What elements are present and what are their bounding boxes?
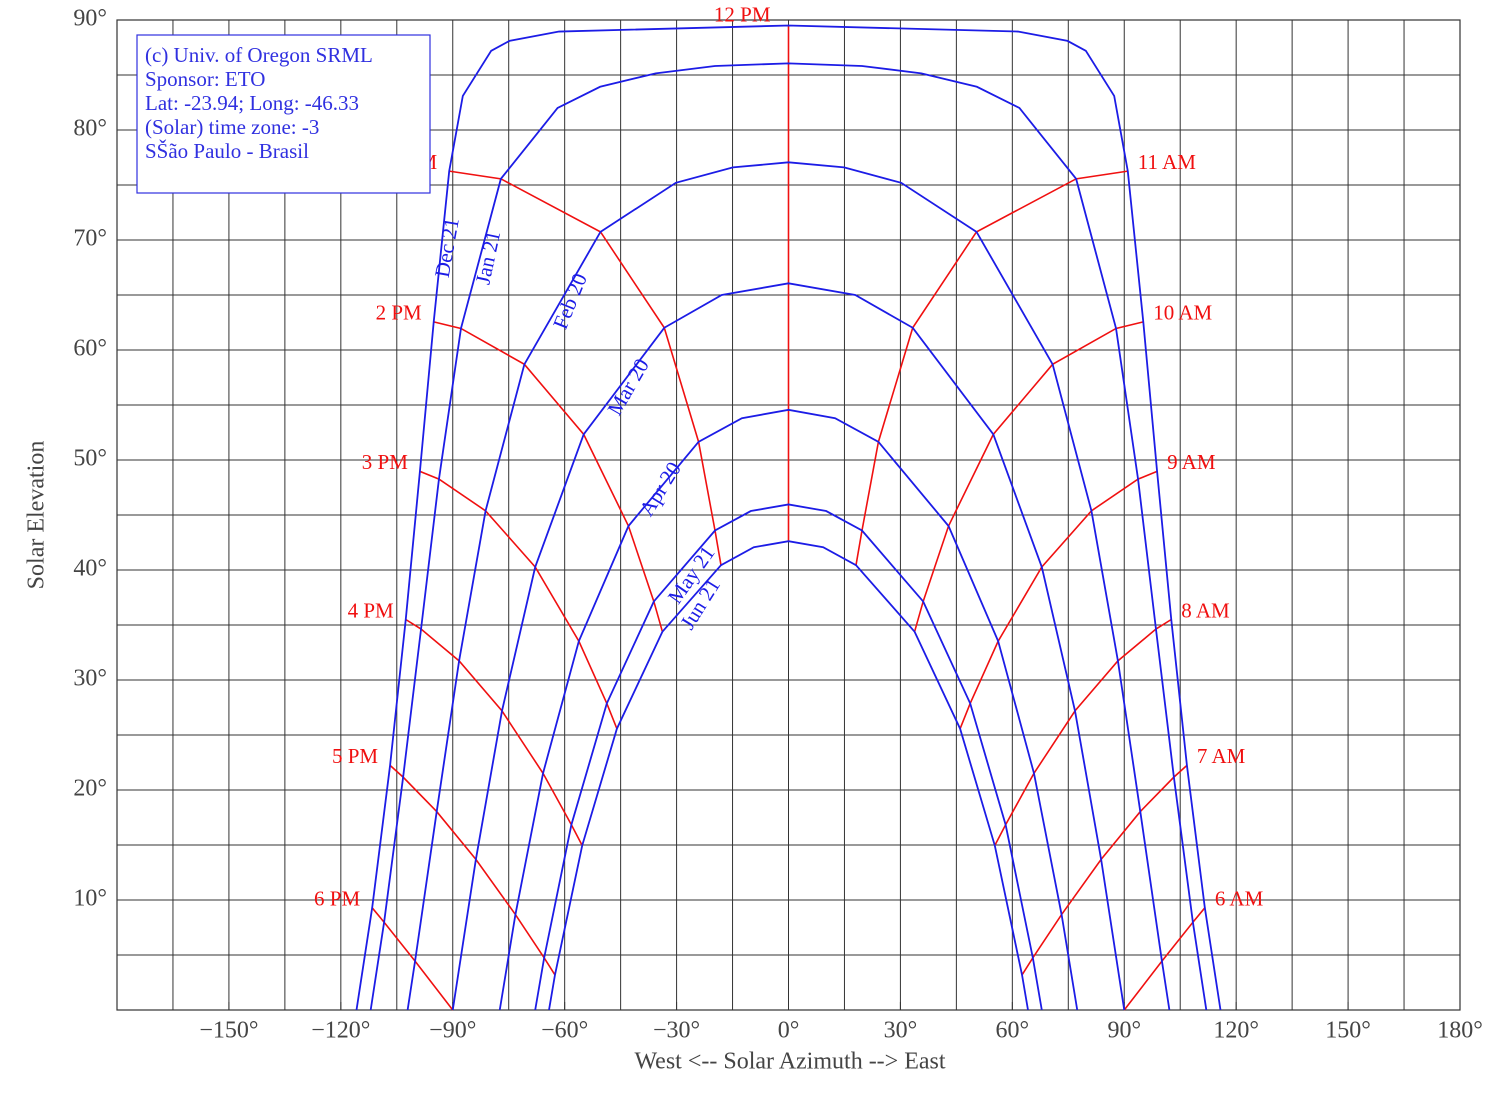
date-label: Apr 20 (634, 457, 686, 520)
hour-label: 7 AM (1197, 744, 1246, 768)
hour-line (959, 470, 1158, 730)
hour-line (405, 618, 583, 846)
x-tick-label: 60° (996, 1018, 1030, 1044)
info-text: Lat: -23.94; Long: -46.33 (145, 91, 359, 115)
date-line (355, 24, 1222, 1011)
y-tick-label: 20° (73, 776, 107, 802)
x-tick-label: 30° (884, 1018, 918, 1044)
date-line (548, 540, 1029, 1011)
hour-line (994, 618, 1172, 846)
info-text: (Solar) time zone: -3 (145, 115, 319, 139)
date-label: Jan 21 (470, 229, 505, 287)
hour-line (855, 170, 1128, 566)
y-tick-label: 40° (73, 556, 107, 582)
hour-label: 8 AM (1181, 598, 1230, 622)
y-tick-label: 70° (73, 226, 107, 252)
info-box (136, 34, 431, 194)
hour-line (1021, 764, 1188, 976)
date-line (534, 503, 1043, 1011)
x-tick-label: −30° (653, 1018, 700, 1044)
date-line (498, 408, 1079, 1011)
y-tick-label: 60° (73, 336, 107, 362)
hour-label: 4 PM (348, 598, 394, 622)
info-text: SŠão Paulo - Brasil (145, 139, 309, 163)
date-label: Dec 21 (430, 216, 464, 279)
x-tick-label: −150° (199, 1018, 258, 1044)
x-tick-label: −90° (429, 1018, 476, 1044)
x-tick-label: 90° (1107, 1018, 1141, 1044)
y-tick-label: 90° (73, 6, 107, 32)
x-tick-label: 150° (1325, 1018, 1371, 1044)
hour-label: 6 AM (1215, 887, 1264, 911)
hour-line (419, 470, 618, 730)
y-tick-label: 30° (73, 666, 107, 692)
x-tick-label: 120° (1213, 1018, 1259, 1044)
y-axis-label: Solar Elevation (24, 441, 50, 590)
hour-label: 5 PM (332, 744, 378, 768)
x-tick-label: −120° (311, 1018, 370, 1044)
info-text: Sponsor: ETO (145, 67, 265, 91)
date-label: Feb 20 (548, 270, 592, 333)
x-tick-label: 180° (1437, 1018, 1483, 1044)
date-line (369, 62, 1208, 1011)
date-line (451, 282, 1126, 1011)
y-tick-label: 10° (73, 886, 107, 912)
hour-line (389, 764, 556, 976)
hour-line (449, 170, 722, 566)
hour-label: 11 AM (1138, 150, 1196, 174)
hour-label: 9 AM (1167, 450, 1216, 474)
x-tick-label: −60° (541, 1018, 588, 1044)
hour-label: 3 PM (362, 450, 408, 474)
hour-line (1123, 907, 1206, 1011)
hour-label: 12 PM (714, 2, 771, 26)
hour-line (913, 321, 1144, 632)
hour-label: 6 PM (314, 887, 360, 911)
y-tick-label: 80° (73, 116, 107, 142)
date-label: Mar 20 (602, 354, 653, 419)
hour-line (371, 907, 454, 1011)
x-axis-label: West <-- Solar Azimuth --> East (634, 1049, 945, 1075)
x-tick-label: 0° (778, 1018, 800, 1044)
hour-label: 10 AM (1153, 301, 1212, 325)
info-text: (c) Univ. of Oregon SRML (145, 43, 373, 67)
y-tick-label: 50° (73, 446, 107, 472)
date-line (406, 161, 1171, 1011)
hour-label: 2 PM (376, 301, 422, 325)
